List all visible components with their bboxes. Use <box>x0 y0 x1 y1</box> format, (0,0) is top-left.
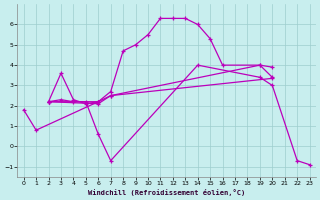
X-axis label: Windchill (Refroidissement éolien,°C): Windchill (Refroidissement éolien,°C) <box>88 189 245 196</box>
